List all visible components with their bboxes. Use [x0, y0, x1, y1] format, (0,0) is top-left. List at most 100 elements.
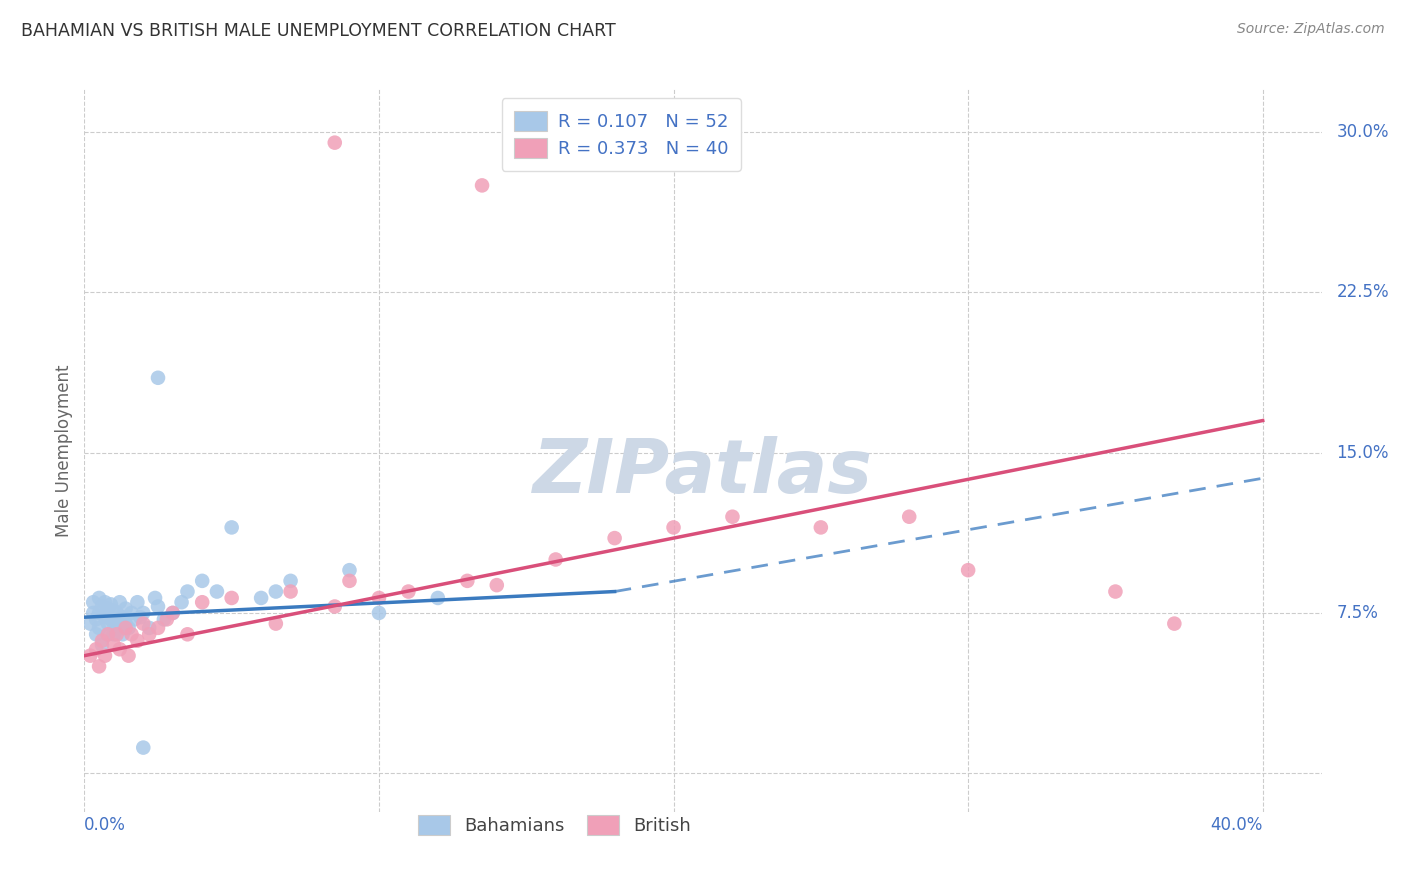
Point: [91, 599, 114, 614]
Point: [471, 178, 494, 193]
Point: [94, 648, 117, 663]
Point: [97, 627, 120, 641]
Text: 40.0%: 40.0%: [1211, 816, 1263, 834]
Point: [129, 610, 152, 624]
Point: [94, 610, 117, 624]
Point: [108, 595, 131, 609]
Point: [79, 616, 101, 631]
Point: [105, 606, 128, 620]
Point: [280, 574, 302, 588]
Point: [87, 591, 110, 605]
Point: [91, 633, 114, 648]
Text: 7.5%: 7.5%: [1337, 604, 1378, 622]
Point: [103, 638, 125, 652]
Point: [105, 627, 128, 641]
Point: [84, 642, 107, 657]
Text: 0.0%: 0.0%: [84, 816, 127, 834]
Point: [250, 591, 273, 605]
Point: [191, 574, 214, 588]
Point: [114, 601, 136, 615]
Point: [426, 591, 449, 605]
Point: [121, 606, 143, 620]
Point: [103, 616, 125, 631]
Point: [146, 599, 169, 614]
Point: [146, 371, 169, 385]
Point: [368, 606, 391, 620]
Text: Source: ZipAtlas.com: Source: ZipAtlas.com: [1237, 22, 1385, 37]
Point: [485, 578, 508, 592]
Point: [1104, 584, 1126, 599]
Point: [87, 659, 110, 673]
Point: [79, 648, 101, 663]
Point: [898, 509, 921, 524]
Point: [264, 616, 287, 631]
Text: ZIPatlas: ZIPatlas: [533, 435, 873, 508]
Point: [146, 621, 169, 635]
Point: [603, 531, 626, 545]
Point: [170, 595, 193, 609]
Point: [662, 520, 685, 534]
Point: [105, 621, 128, 635]
Point: [132, 616, 155, 631]
Point: [132, 740, 155, 755]
Point: [108, 612, 131, 626]
Point: [108, 642, 131, 657]
Point: [156, 612, 179, 626]
Point: [143, 591, 166, 605]
Point: [84, 627, 107, 641]
Legend: Bahamians, British: Bahamians, British: [411, 808, 699, 842]
Point: [87, 606, 110, 620]
Point: [957, 563, 980, 577]
Point: [280, 584, 302, 599]
Point: [97, 601, 120, 615]
Point: [100, 612, 122, 626]
Point: [176, 627, 198, 641]
Point: [396, 584, 419, 599]
Point: [544, 552, 567, 566]
Text: BAHAMIAN VS BRITISH MALE UNEMPLOYMENT CORRELATION CHART: BAHAMIAN VS BRITISH MALE UNEMPLOYMENT CO…: [21, 22, 616, 40]
Point: [127, 595, 149, 609]
Point: [103, 604, 125, 618]
Point: [121, 627, 143, 641]
Point: [339, 574, 361, 588]
Point: [100, 598, 122, 612]
Point: [94, 595, 117, 609]
Point: [87, 621, 110, 635]
Point: [1163, 616, 1185, 631]
Text: 22.5%: 22.5%: [1337, 284, 1389, 301]
Point: [221, 520, 243, 534]
Point: [117, 621, 139, 635]
Point: [323, 136, 346, 150]
Point: [721, 509, 744, 524]
Point: [221, 591, 243, 605]
Point: [111, 610, 134, 624]
Point: [111, 627, 134, 641]
Point: [162, 606, 184, 620]
Point: [191, 595, 214, 609]
Text: 15.0%: 15.0%: [1337, 443, 1389, 461]
Point: [153, 612, 176, 626]
Point: [103, 627, 125, 641]
Point: [114, 621, 136, 635]
Point: [132, 606, 155, 620]
Point: [124, 612, 146, 626]
Point: [176, 584, 198, 599]
Point: [810, 520, 832, 534]
Point: [264, 584, 287, 599]
Point: [138, 627, 160, 641]
Point: [84, 612, 107, 626]
Point: [117, 648, 139, 663]
Point: [127, 633, 149, 648]
Point: [368, 591, 391, 605]
Point: [97, 627, 120, 641]
Point: [205, 584, 228, 599]
Point: [82, 595, 104, 609]
Point: [138, 621, 160, 635]
Point: [82, 606, 104, 620]
Point: [323, 599, 346, 614]
Point: [456, 574, 478, 588]
Point: [91, 638, 114, 652]
Point: [114, 616, 136, 631]
Y-axis label: Male Unemployment: Male Unemployment: [55, 364, 73, 537]
Point: [339, 563, 361, 577]
